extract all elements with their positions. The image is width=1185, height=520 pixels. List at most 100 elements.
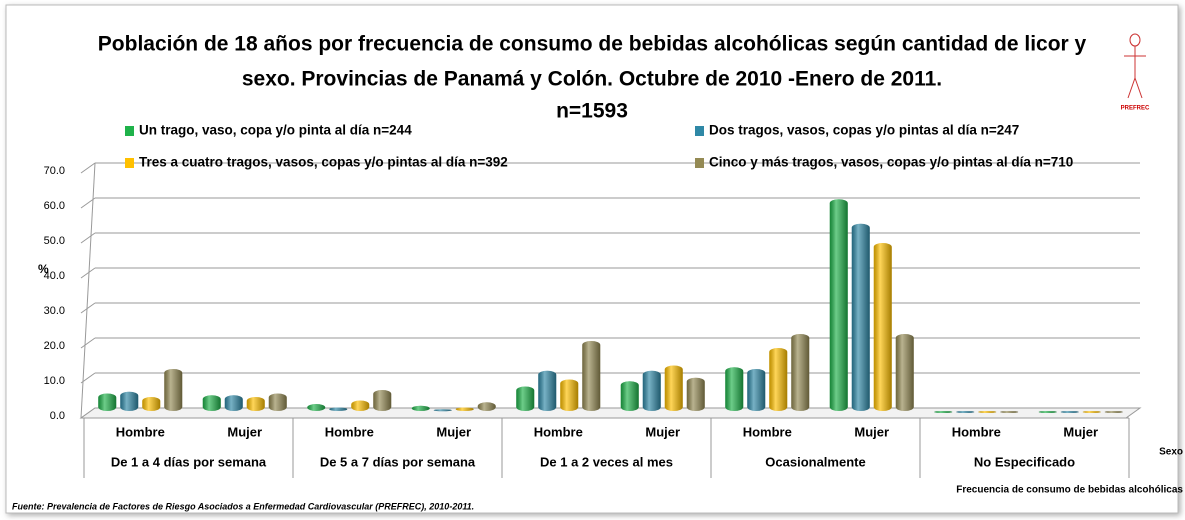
bar-shade <box>269 394 287 412</box>
bar-group <box>456 408 474 412</box>
bar-group <box>1083 411 1101 413</box>
x-tick-label: Hombre <box>952 424 1001 439</box>
chart-title: sexo. Provincias de Panamá y Colón. Octu… <box>242 68 942 91</box>
source: Fuente: Prevalencia de Factores de Riesg… <box>12 501 474 511</box>
x-tick-label: Mujer <box>227 424 262 439</box>
bar-shade <box>830 199 848 411</box>
x-tick-label: Hombre <box>743 424 792 439</box>
bar-shade <box>373 390 391 411</box>
bar-group <box>269 394 287 412</box>
bar-group <box>1000 411 1018 413</box>
legend-label: Dos tragos, vasos, copas y/o pintas al d… <box>709 123 1019 138</box>
y-tick-label: 20.0 <box>44 340 65 352</box>
x-tick-label: Hombre <box>116 424 165 439</box>
y-tick-label: 0.0 <box>50 410 65 422</box>
bar-group <box>307 404 325 411</box>
x-group-axis-label: Frecuencia de consumo de bebidas alcohól… <box>956 485 1183 496</box>
bar-shade <box>538 371 556 411</box>
x-group-label: De 1 a 4 días por semana <box>111 454 267 469</box>
bar-group <box>560 380 578 412</box>
bar-shade <box>1039 411 1057 413</box>
bar-group <box>203 395 221 411</box>
bar-group <box>725 367 743 411</box>
bar-group <box>896 334 914 411</box>
bar-shade <box>516 387 534 412</box>
bar-shade <box>164 369 182 411</box>
bar-group <box>434 409 452 411</box>
bar-shade <box>665 366 683 412</box>
bar-shade <box>98 394 116 412</box>
bar-group <box>956 411 974 413</box>
bar-shade <box>456 408 474 412</box>
bar-group <box>874 243 892 411</box>
bar-group <box>164 369 182 411</box>
y-tick-label: 60.0 <box>44 200 65 212</box>
bar-group <box>120 392 138 411</box>
bar-group <box>329 408 347 412</box>
bar-group <box>247 397 265 411</box>
bar-group <box>852 224 870 411</box>
chart-subtitle: n=1593 <box>556 100 628 123</box>
legend-swatch <box>695 158 704 168</box>
bar-shade <box>225 395 243 411</box>
bar-shade <box>791 334 809 411</box>
legend-label: Un trago, vaso, copa y/o pinta al día n=… <box>139 123 412 138</box>
bar-shade <box>956 411 974 413</box>
bar-shade <box>769 348 787 411</box>
bar-shade <box>621 381 639 411</box>
bar-shade <box>687 378 705 411</box>
bar-group <box>665 366 683 412</box>
bar-group <box>1061 411 1079 413</box>
x-group-label: De 5 a 7 días por semana <box>320 454 476 469</box>
page: Población de 18 años por frecuencia de c… <box>0 0 1185 520</box>
x-tick-label: Mujer <box>854 424 889 439</box>
bar-shade <box>852 224 870 411</box>
x-group-label: De 1 a 2 veces al mes <box>540 454 673 469</box>
bar-shade <box>351 401 369 412</box>
x-tick-label: Hombre <box>534 424 583 439</box>
bar-group <box>516 387 534 412</box>
x-group-label: Ocasionalmente <box>765 454 865 469</box>
chart: Población de 18 años por frecuencia de c… <box>0 0 1185 520</box>
legend-label: Cinco y más tragos, vasos, copas y/o pin… <box>709 155 1073 170</box>
bar-group <box>142 397 160 411</box>
bar-group <box>769 348 787 411</box>
bar-shade <box>1105 411 1123 413</box>
bar-group <box>225 395 243 411</box>
bar-shade <box>747 369 765 411</box>
bar-group <box>687 378 705 411</box>
bar-group <box>791 334 809 411</box>
bar-group <box>830 199 848 411</box>
bar-group <box>98 394 116 412</box>
bar-shade <box>142 397 160 411</box>
bar-group <box>621 381 639 411</box>
bar-shade <box>478 402 496 411</box>
legend-swatch <box>695 126 704 136</box>
y-tick-label: 40.0 <box>44 270 65 282</box>
bar-shade <box>307 404 325 411</box>
bar-shade <box>247 397 265 411</box>
bar-group <box>478 402 496 411</box>
bar-shade <box>329 408 347 412</box>
bar-shade <box>120 392 138 411</box>
y-tick-label: 50.0 <box>44 235 65 247</box>
bar-shade <box>1083 411 1101 413</box>
bar-group <box>978 411 996 413</box>
x-tick-label: Mujer <box>1063 424 1098 439</box>
x-tick-label: Mujer <box>645 424 680 439</box>
bar-shade <box>874 243 892 411</box>
bar-shade <box>1000 411 1018 413</box>
y-tick-label: 30.0 <box>44 305 65 317</box>
bar-group <box>643 371 661 411</box>
y-tick-label: 70.0 <box>44 165 65 177</box>
bar-shade <box>203 395 221 411</box>
bar-group <box>351 401 369 412</box>
bar-shade <box>725 367 743 411</box>
bar-group <box>747 369 765 411</box>
bar-shade <box>434 409 452 411</box>
bar-group <box>538 371 556 411</box>
y-tick-label: 10.0 <box>44 375 65 387</box>
x-tick-label: Mujer <box>436 424 471 439</box>
bar-group <box>373 390 391 411</box>
chart-title: Población de 18 años por frecuencia de c… <box>98 33 1087 56</box>
